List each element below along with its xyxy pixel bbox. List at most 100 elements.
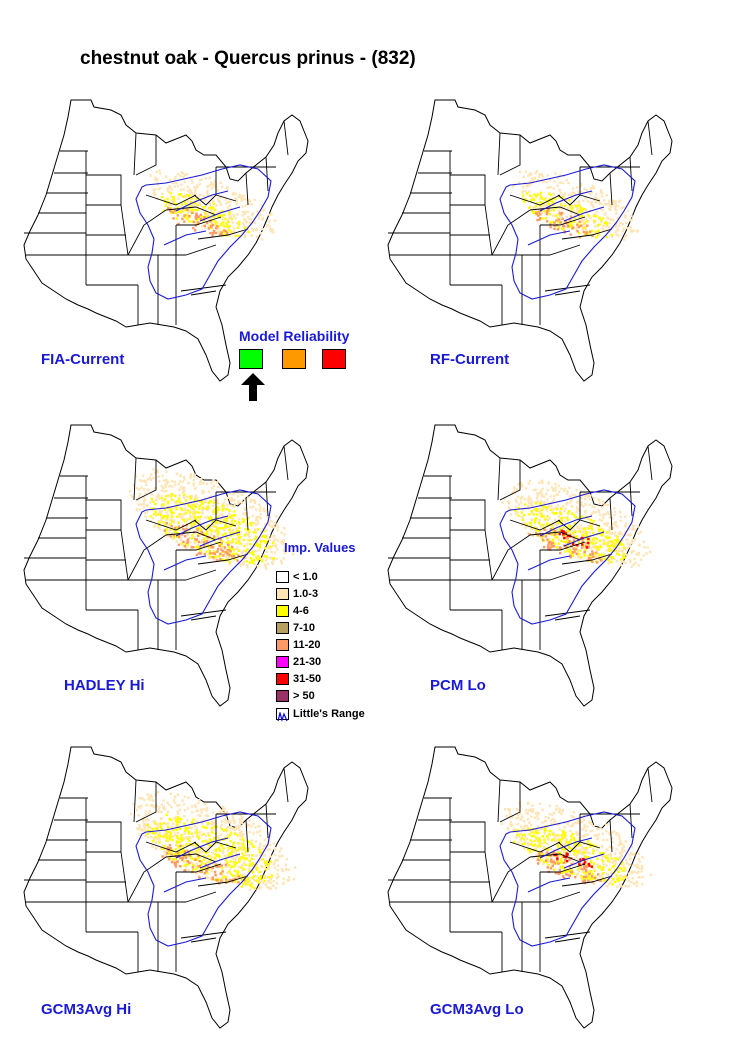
state-boundary [544,931,591,939]
state-boundary [484,204,493,256]
littles-range-line [175,515,229,537]
state-boundary [499,135,521,176]
state-boundary [529,853,581,863]
us-outline [387,99,673,382]
state-boundary [450,499,486,530]
state-boundary [145,519,197,531]
state-boundary [554,290,581,296]
state-boundary [629,156,633,192]
state-boundary [609,497,613,531]
state-boundary [283,445,289,481]
us-outline [387,746,673,1029]
state-boundary [609,819,613,853]
state-boundary [499,782,521,823]
littles-range-line [563,853,605,869]
legend-swatch [276,588,289,600]
littles-range-line [539,837,593,859]
littles-range-line [135,164,272,300]
littles-range-line [563,206,605,222]
state-boundary [145,194,197,206]
legend-swatch [276,656,289,668]
state-boundary [265,156,269,192]
state-boundary [544,284,591,292]
state-boundary [509,194,561,206]
state-boundary [484,851,493,903]
state-boundary [647,445,653,481]
map-label: RF-Current [430,351,510,368]
state-boundary [197,228,249,240]
state-boundary [283,767,289,803]
state-boundary [180,284,227,292]
legend-label: Little's Range [293,708,365,720]
state-boundary [197,553,249,565]
us-outline [23,746,309,1029]
state-boundary [497,457,501,501]
littles-range-line [539,515,593,537]
map-panel-gcm3avg-hi: GCM3Avg Hi [8,742,348,1062]
state-boundary [180,609,227,617]
littles-range-line [175,837,229,859]
us-outline [23,424,309,707]
littles-range-line [135,489,272,625]
reliability-medium-swatch [282,349,306,369]
importance-value-cells [500,801,653,888]
legend-item: 11-20 [276,637,321,653]
map-label: HADLEY Hi [64,677,145,694]
state-boundary [165,853,217,863]
state-boundary [544,609,591,617]
state-boundary [185,244,217,256]
legend-title: Imp. Values [284,540,356,555]
state-boundary [86,821,122,852]
littles-range-line [163,555,207,571]
state-boundary [120,851,129,903]
state-boundary [629,481,633,517]
state-boundary [135,135,157,176]
map-panel-gcm3avg-lo: GCM3Avg Lo [372,742,712,1062]
eastern-us-map [387,746,673,1029]
state-boundary [127,534,167,581]
state-boundary [497,132,501,176]
state-boundary [491,209,531,256]
state-boundary [509,519,561,531]
map-panel-fia-current: FIA-Current [8,95,348,415]
state-boundary [554,937,581,943]
eastern-us-map [23,99,309,382]
littles-range-line [175,190,229,212]
state-boundary [561,228,613,240]
state-boundary [120,529,129,581]
state-boundary [529,206,581,216]
legend-item: 4-6 [276,603,309,619]
legend-label: > 50 [293,690,315,702]
state-boundary [450,174,486,205]
state-boundary [127,209,167,256]
state-boundary [554,615,581,621]
legend-label: 4-6 [293,605,309,617]
legend-label: < 1.0 [293,571,318,583]
state-boundary [120,204,129,256]
state-boundary [245,819,249,853]
up-arrow-icon [241,373,265,401]
state-boundary [176,216,222,226]
state-boundary [265,481,269,517]
legend-item: Little's Range [276,706,365,723]
state-boundary [484,529,493,581]
state-boundary [540,541,586,551]
map-label: FIA-Current [41,351,125,368]
map-label: GCM3Avg Hi [41,1001,132,1018]
legend-label: 11-20 [293,639,321,651]
state-boundary [549,891,581,903]
state-boundary [145,841,197,853]
map-label: PCM Lo [430,677,486,694]
map-label: GCM3Avg Lo [430,1001,524,1018]
state-boundary [549,244,581,256]
legend-item: < 1.0 [276,569,318,585]
state-boundary [540,216,586,226]
state-boundary [647,120,653,156]
legend-swatch [276,639,289,651]
eastern-us-map [387,424,673,707]
littles-range-line [527,555,571,571]
littles-range-line [499,489,636,625]
legend-item: 21-30 [276,654,321,670]
state-boundary [265,803,269,839]
state-boundary [497,779,501,823]
